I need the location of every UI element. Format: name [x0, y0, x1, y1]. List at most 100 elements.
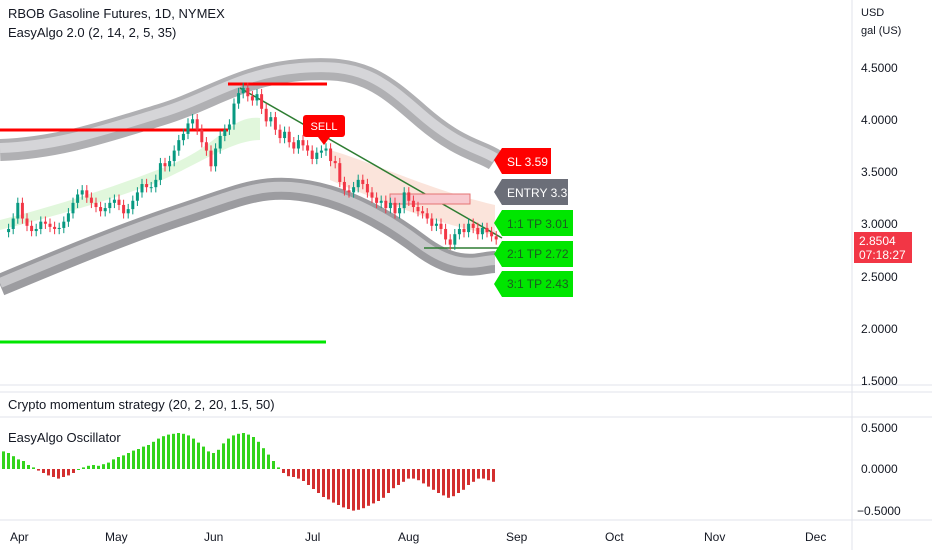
oscillator-bar	[227, 438, 230, 469]
sl-tag[interactable]: SL 3.59	[494, 148, 551, 174]
candle-body	[149, 187, 153, 189]
time-tick: Jul	[305, 530, 320, 544]
candle-body	[223, 129, 227, 136]
oscillator-bar	[452, 469, 455, 497]
oscillator-bar	[362, 469, 365, 509]
oscillator-bar	[272, 461, 275, 469]
oscillator-bar	[137, 449, 140, 469]
candle-body	[140, 184, 144, 193]
oscillator-bar	[277, 467, 280, 469]
oscillator-bar	[112, 459, 115, 469]
candle-body	[117, 199, 121, 205]
candle-body	[122, 204, 126, 214]
candle-body	[48, 223, 52, 227]
candle-body	[227, 124, 231, 130]
candle-body	[310, 150, 314, 159]
candle-body	[315, 152, 319, 159]
candle-body	[246, 87, 250, 97]
oscillator-bar	[182, 433, 185, 469]
oscillator-bars	[2, 433, 495, 511]
oscillator-bar	[242, 433, 245, 469]
oscillator-bar	[232, 435, 235, 469]
candle-body	[172, 150, 176, 162]
strategy-pane-title[interactable]: Crypto momentum strategy (20, 2, 20, 1.5…	[8, 397, 275, 412]
oscillator-bar	[367, 469, 370, 506]
candle-body	[388, 202, 392, 209]
last-price-value: 2.8504	[859, 234, 896, 248]
symbol-title[interactable]: RBOB Gasoline Futures, 1D, NYMEX	[8, 6, 225, 21]
candle-body	[250, 96, 254, 101]
oscillator-bar	[312, 469, 315, 489]
price-tick: 4.0000	[861, 113, 898, 127]
oscillator-bar	[417, 469, 420, 481]
time-tick: Jun	[204, 530, 223, 544]
oscillator-bar	[287, 469, 290, 477]
candle-body	[306, 145, 310, 151]
price-tick: 2.5000	[861, 270, 898, 284]
oscillator-bar	[167, 434, 170, 469]
candle-body	[11, 218, 15, 229]
oscillator-bar	[62, 469, 65, 477]
oscillator-bar	[472, 469, 475, 482]
oscillator-bar	[212, 453, 215, 469]
sell-marker[interactable]: SELL	[303, 115, 345, 145]
oscillator-bar	[247, 434, 250, 469]
entry-tag[interactable]: ENTRY 3.3	[494, 179, 568, 205]
candle-body	[425, 213, 429, 219]
last-price-badge[interactable]: 2.8504 07:18:27	[854, 232, 912, 263]
unit-label: gal (US)	[861, 25, 902, 37]
oscillator-bar	[477, 469, 480, 479]
price-tick: 4.5000	[861, 61, 898, 75]
oscillator-pane-title[interactable]: EasyAlgo Oscillator	[8, 430, 121, 445]
trend-cloud-sell	[330, 150, 495, 235]
candle-body	[200, 129, 204, 143]
oscillator-bar	[172, 433, 175, 469]
oscillator-bar	[22, 461, 25, 469]
tp1-tag[interactable]: 1:1 TP 3.01	[494, 210, 573, 236]
oscillator-bar	[407, 469, 410, 479]
candle-body	[34, 228, 38, 232]
sl-tag-label: SL 3.59	[507, 155, 548, 169]
candle-body	[407, 192, 411, 201]
indicator-title[interactable]: EasyAlgo 2.0 (2, 14, 2, 5, 35)	[8, 25, 177, 40]
candle-body	[112, 199, 116, 203]
tp3-tag-label: 3:1 TP 2.43	[507, 277, 569, 291]
candle-body	[393, 202, 397, 214]
candle-body	[356, 179, 360, 188]
candle-body	[108, 202, 112, 209]
tp3-tag[interactable]: 3:1 TP 2.43	[494, 271, 573, 297]
currency-label: USD	[861, 7, 885, 19]
candle-body	[278, 129, 282, 139]
candle-body	[430, 218, 434, 226]
candle-body	[485, 227, 489, 233]
oscillator-bar	[307, 469, 310, 485]
oscillator-bar	[292, 469, 295, 477]
candle-body	[444, 228, 448, 240]
time-tick: May	[105, 530, 128, 544]
candle-body	[126, 209, 130, 214]
candle-body	[421, 211, 425, 214]
candle-body	[260, 94, 264, 109]
candle-body	[439, 223, 443, 229]
candle-body	[163, 163, 167, 167]
tp2-tag[interactable]: 2:1 TP 2.72	[494, 241, 573, 267]
oscillator-bar	[42, 469, 45, 473]
candle-body	[53, 226, 57, 229]
oscillator-bar	[462, 469, 465, 490]
candle-body	[177, 140, 181, 151]
candle-body	[131, 200, 135, 210]
time-tick: Apr	[10, 530, 29, 544]
oscillator-bar	[117, 457, 120, 469]
candle-body	[168, 161, 172, 167]
last-price-countdown: 07:18:27	[859, 248, 906, 262]
oscillator-bar	[177, 433, 180, 469]
oscillator-bar	[102, 464, 105, 469]
oscillator-bar	[387, 469, 390, 493]
candle-body	[494, 236, 498, 240]
price-tick: 3.0000	[861, 217, 898, 231]
oscillator-bar	[447, 469, 450, 498]
candle-body	[232, 103, 236, 125]
candle-body	[361, 179, 365, 185]
